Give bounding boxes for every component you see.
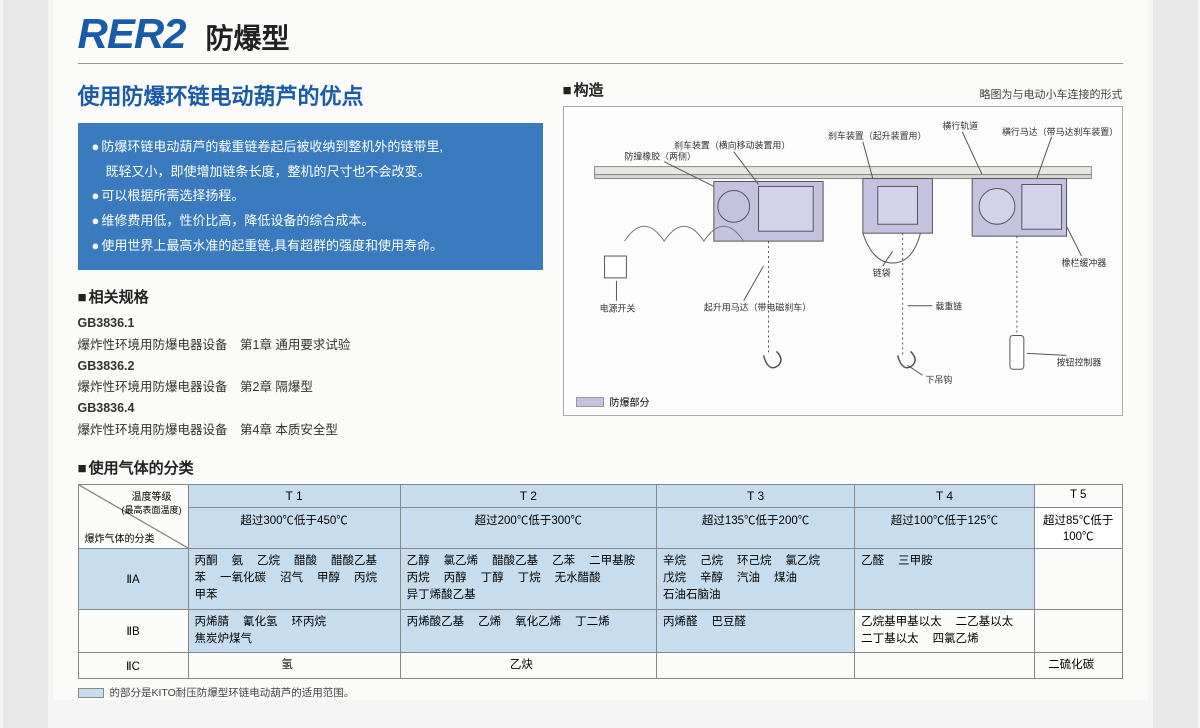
diagram-label: 按钮控制器 <box>1056 356 1101 367</box>
row-category: ⅡA <box>78 548 188 609</box>
gas-cell: 乙烷基甲基以太二乙基以太二丁基以太四氯乙烯 <box>855 609 1035 653</box>
range-cell: 超过85℃低于100℃ <box>1034 507 1122 548</box>
spec-code: GB3836.2 <box>78 356 543 377</box>
structure-heading: 构造 <box>563 79 604 100</box>
spec-desc: 爆炸性环境用防爆电器设备 第4章 本质安全型 <box>78 420 543 441</box>
range-cell: 超过200℃低于300℃ <box>400 507 656 548</box>
diagram-label: 横行轨道 <box>942 120 978 131</box>
diagram-label: 载重链 <box>935 301 962 312</box>
footnote-text: 的部分是KITO耐压防爆型环链电动葫芦的适用范围。 <box>110 685 355 700</box>
diagram-label: 防撞橡胶（两侧） <box>624 151 696 162</box>
footnote-swatch <box>78 688 104 698</box>
gas-cell: 二硫化碳 <box>1034 653 1122 679</box>
range-cell: 超过100℃低于125℃ <box>855 507 1035 548</box>
right-column: 构造 略图为与电动小车连接的形式 <box>563 79 1123 441</box>
page-gutter-right <box>1153 0 1198 728</box>
two-column-layout: 使用防爆环链电动葫芦的优点 防爆环链电动葫芦的载重链卷起后被收纳到整机外的链带里… <box>78 79 1123 441</box>
model-type: 防爆型 <box>206 17 290 57</box>
specs-heading: 相关规格 <box>78 286 543 307</box>
footnote: 的部分是KITO耐压防爆型环链电动葫芦的适用范围。 <box>78 685 1123 700</box>
col-header: T 3 <box>657 484 855 507</box>
gas-cell: 乙炔 <box>400 653 656 679</box>
spec-desc: 爆炸性环境用防爆电器设备 第2章 隔爆型 <box>78 377 543 398</box>
model-code: RER2 <box>78 10 186 58</box>
diagram-label: 起升用马达（带电磁刹车） <box>703 302 810 313</box>
range-row: 超过300℃低于450℃ 超过200℃低于300℃ 超过135℃低于200℃ 超… <box>78 507 1122 548</box>
legend-label: 防爆部分 <box>610 394 650 409</box>
gas-cell <box>657 653 855 679</box>
diagram-label: 链袋 <box>872 267 890 278</box>
gas-cell <box>855 653 1035 679</box>
advantages-box: 防爆环链电动葫芦的载重链卷起后被收纳到整机外的链带里, 既轻又小，即使增加链条长… <box>78 123 543 270</box>
page-gutter-left <box>3 0 48 728</box>
diag-top-label2: (最高表面温度) <box>122 505 182 515</box>
col-header: T 2 <box>400 484 656 507</box>
advantage-item: 可以根据所需选择扬程。 <box>92 184 529 209</box>
gas-heading: 使用气体的分类 <box>78 457 1123 478</box>
col-header: T 1 <box>188 484 400 507</box>
range-cell: 超过300℃低于450℃ <box>188 507 400 548</box>
row-category: ⅡB <box>78 609 188 653</box>
gas-cell: 丙酮氨乙烷醋酸醋酸乙基苯一氧化碳沼气甲醇丙烷甲苯 <box>188 548 400 609</box>
diagram-caption: 略图为与电动小车连接的形式 <box>980 86 1123 102</box>
col-header: T 4 <box>855 484 1035 507</box>
col-header: T 5 <box>1034 484 1122 507</box>
diagram-svg: 刹车装置（横向移动装置用） 防撞橡胶（两侧） 起升用马达（带电磁刹车） 电源开关… <box>564 107 1122 415</box>
diagram-label: 下吊钩 <box>925 374 952 385</box>
table-header-row: 温度等级(最高表面温度) 爆炸气体的分类 T 1 T 2 T 3 T 4 T 5 <box>78 484 1122 507</box>
gas-cell: 氢 <box>188 653 400 679</box>
row-category: ⅡC <box>78 653 188 679</box>
spec-code: GB3836.1 <box>78 313 543 334</box>
diagram-label: 橡栏缓冲器 <box>1061 257 1106 268</box>
table-row: ⅡA 丙酮氨乙烷醋酸醋酸乙基苯一氧化碳沼气甲醇丙烷甲苯 乙醇氯乙烯醋酸乙基乙苯二… <box>78 548 1122 609</box>
gas-cell: 乙醇氯乙烯醋酸乙基乙苯二甲基胺丙烷丙醇丁醇丁烷无水醋酸异丁烯酸乙基 <box>400 548 656 609</box>
advantage-item: 使用世界上最高水准的起重链,具有超群的强度和使用寿命。 <box>92 234 529 259</box>
advantage-item-cont: 既轻又小，即使增加链条长度，整机的尺寸也不会改变。 <box>92 160 529 185</box>
table-row: ⅡC 氢 乙炔 二硫化碳 <box>78 653 1122 679</box>
specs-list: GB3836.1 爆炸性环境用防爆电器设备 第1章 通用要求试验 GB3836.… <box>78 313 543 441</box>
gas-classification-table: 温度等级(最高表面温度) 爆炸气体的分类 T 1 T 2 T 3 T 4 T 5… <box>78 484 1123 680</box>
diagram-label: 电源开关 <box>599 303 635 314</box>
diagram-label: 横行马达（带马达刹车装置） <box>1001 126 1117 137</box>
left-column: 使用防爆环链电动葫芦的优点 防爆环链电动葫芦的载重链卷起后被收纳到整机外的链带里… <box>78 79 543 441</box>
diagram-label: 刹车装置（横向移动装置用） <box>674 140 790 151</box>
gas-cell: 丙烯酸乙基乙烯氧化乙烯丁二烯 <box>400 609 656 653</box>
title-row: RER2 防爆型 <box>78 10 1123 64</box>
gas-cell: 辛烷己烷环己烷氯乙烷戊烷辛醇汽油煤油石油石脑油 <box>657 548 855 609</box>
advantage-item: 防爆环链电动葫芦的载重链卷起后被收纳到整机外的链带里, <box>92 135 529 160</box>
diag-top-label: 温度等级 <box>132 492 172 503</box>
table-row: ⅡB 丙烯腈氰化氢环丙烷焦炭炉煤气 丙烯酸乙基乙烯氧化乙烯丁二烯 丙烯醛巴豆醛 … <box>78 609 1122 653</box>
page: RER2 防爆型 使用防爆环链电动葫芦的优点 防爆环链电动葫芦的载重链卷起后被收… <box>53 0 1148 700</box>
gas-cell <box>1034 609 1122 653</box>
diag-left-label: 爆炸气体的分类 <box>85 530 155 545</box>
structure-diagram: 刹车装置（横向移动装置用） 防撞橡胶（两侧） 起升用马达（带电磁刹车） 电源开关… <box>563 106 1123 416</box>
gas-cell: 丙烯腈氰化氢环丙烷焦炭炉煤气 <box>188 609 400 653</box>
legend-swatch <box>576 397 604 407</box>
spec-desc: 爆炸性环境用防爆电器设备 第1章 通用要求试验 <box>78 335 543 356</box>
gas-cell <box>1034 548 1122 609</box>
gas-cell: 丙烯醛巴豆醛 <box>657 609 855 653</box>
diagonal-header: 温度等级 (最高表面温度) 爆炸气体的分类 <box>78 484 188 548</box>
spec-code: GB3836.4 <box>78 398 543 419</box>
advantage-item: 维修费用低，性价比高，降低设备的综合成本。 <box>92 209 529 234</box>
diagram-label: 刹车装置（起升装置用） <box>828 130 926 141</box>
range-cell: 超过135℃低于200℃ <box>657 507 855 548</box>
gas-cell: 乙醛三甲胺 <box>855 548 1035 609</box>
diagram-legend: 防爆部分 <box>576 394 650 409</box>
advantages-heading: 使用防爆环链电动葫芦的优点 <box>78 79 543 111</box>
